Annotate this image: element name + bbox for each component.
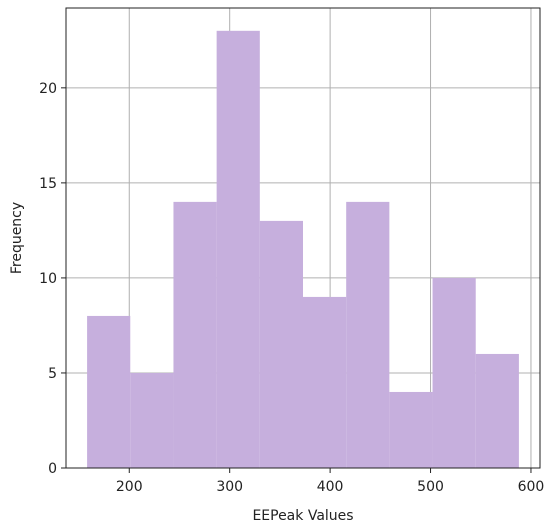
y-tick-label-1: 5 — [48, 366, 57, 382]
histogram-bar-0 — [87, 315, 131, 468]
y-tick-label-0: 0 — [48, 461, 57, 477]
ticks: 200 300 400 500 600 0 5 10 15 20 — [39, 81, 544, 495]
y-axis-label: Frequency — [9, 202, 25, 274]
y-tick-label-4: 20 — [39, 81, 57, 97]
histogram-bar-7 — [389, 391, 433, 468]
histogram-bar-2 — [173, 201, 217, 469]
histogram-bar-5 — [303, 296, 347, 468]
histogram-bar-1 — [130, 372, 174, 468]
bars — [87, 30, 519, 469]
histogram-bar-4 — [259, 220, 303, 468]
x-tick-label-2: 400 — [317, 479, 344, 495]
x-tick-label-3: 500 — [417, 479, 444, 495]
x-tick-label-4: 600 — [518, 479, 545, 495]
histogram-bar-9 — [475, 353, 519, 468]
x-axis-label: EEPeak Values — [252, 508, 353, 524]
histogram-bar-8 — [432, 277, 476, 468]
x-tick-label-1: 300 — [216, 479, 243, 495]
x-tick-label-0: 200 — [116, 479, 143, 495]
y-tick-label-3: 15 — [39, 176, 57, 192]
y-tick-label-2: 10 — [39, 271, 57, 287]
histogram-bar-6 — [346, 201, 390, 469]
histogram-bar-3 — [216, 30, 260, 469]
plot-frame — [65, 7, 541, 469]
